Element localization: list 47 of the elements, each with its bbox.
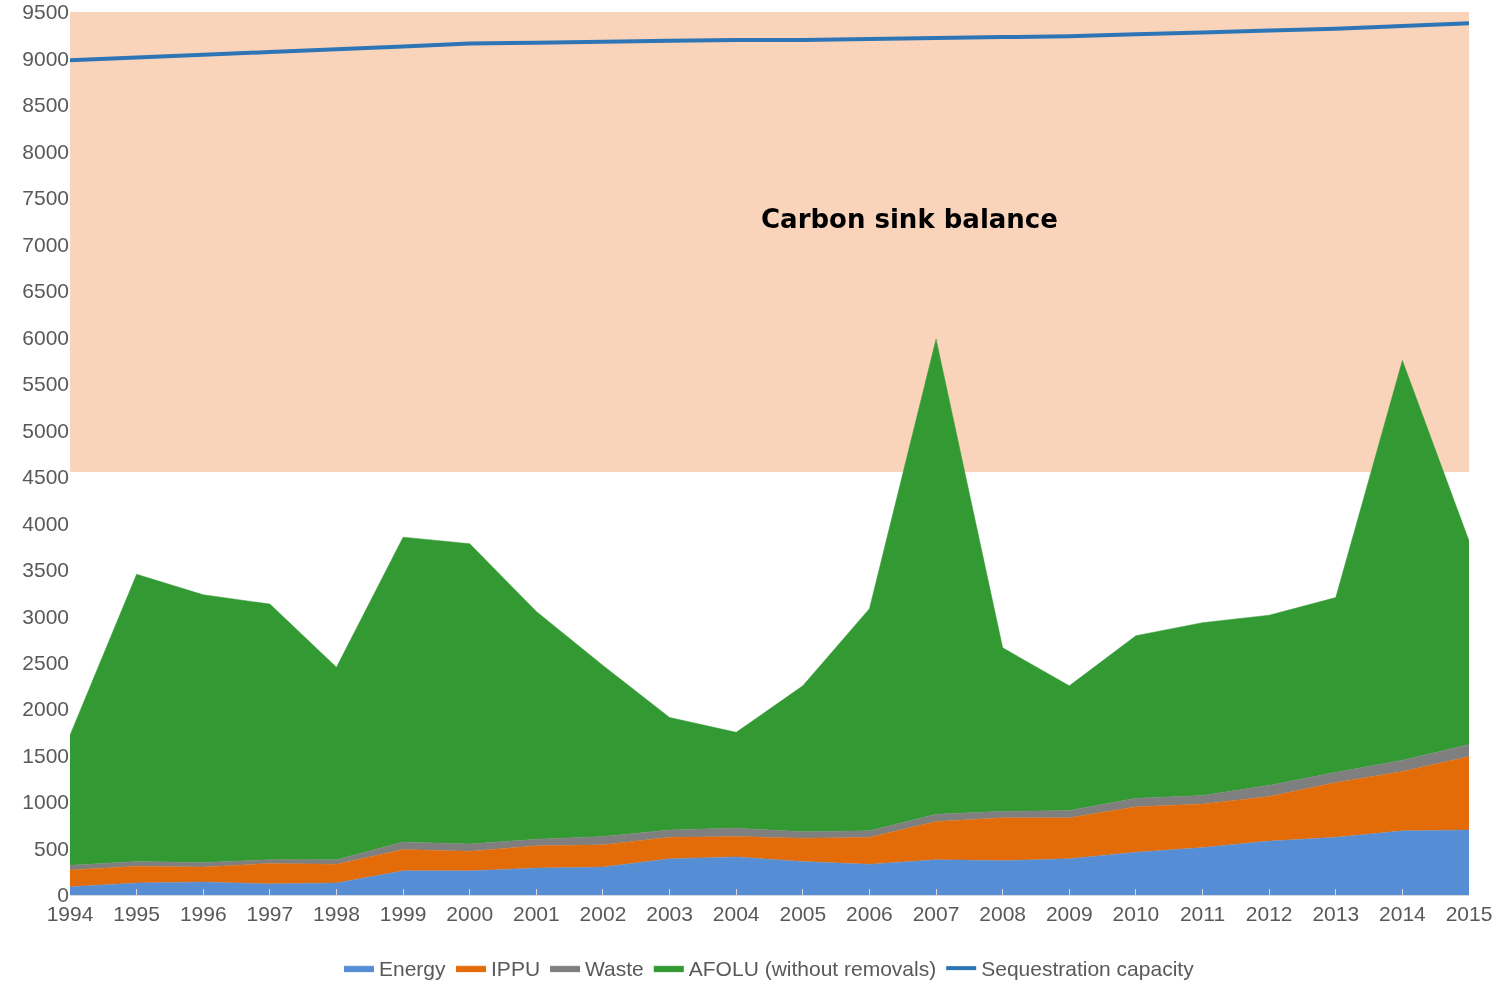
- y-tick-label: 6500: [22, 279, 69, 303]
- legend-label: Waste: [585, 957, 644, 981]
- legend-label: Sequestration capacity: [981, 957, 1195, 981]
- x-tick-label: 1999: [379, 902, 427, 926]
- y-tick-label: 9500: [22, 0, 69, 24]
- x-tick-label: 2001: [512, 902, 560, 926]
- x-tick-label: 2000: [446, 902, 494, 926]
- x-tick-label: 2006: [846, 902, 893, 926]
- y-tick-label: 6000: [22, 325, 69, 349]
- y-tick-label: 9000: [22, 46, 69, 70]
- y-tick-label: 3500: [22, 558, 69, 582]
- x-tick-label: 2015: [1445, 902, 1493, 926]
- legend-label: AFOLU (without removals): [688, 957, 937, 981]
- legend-label: IPPU: [491, 957, 541, 981]
- legend-label: Energy: [379, 957, 447, 981]
- x-tick-label: 2013: [1312, 902, 1360, 926]
- x-tick-label: 2003: [646, 902, 693, 926]
- y-tick-label: 5500: [22, 372, 69, 396]
- x-tick-label: 2011: [1179, 902, 1226, 926]
- x-tick-label: 1998: [313, 902, 360, 926]
- y-tick-label: 1500: [22, 743, 69, 767]
- y-tick-label: 4500: [22, 465, 69, 489]
- band-label: Carbon sink balance: [761, 204, 1058, 234]
- y-tick-label: 4000: [22, 511, 69, 535]
- x-tick-label: 2010: [1112, 902, 1160, 926]
- y-tick-label: 3000: [22, 604, 69, 628]
- y-tick-label: 2500: [22, 650, 69, 674]
- y-tick-label: 1000: [22, 790, 69, 814]
- y-tick-label: 7000: [22, 232, 69, 256]
- y-tick-label: 8000: [22, 139, 69, 163]
- x-tick-label: 2007: [912, 902, 960, 926]
- x-tick-label: 2002: [579, 902, 627, 926]
- x-tick-label: 2012: [1245, 902, 1293, 926]
- x-tick-label: 1996: [179, 902, 227, 926]
- y-tick-label: 500: [33, 836, 69, 860]
- x-tick-label: 2004: [712, 902, 760, 926]
- y-tick-label: 7500: [22, 186, 69, 210]
- y-tick-label: 5000: [22, 418, 69, 442]
- x-tick-label: 2005: [779, 902, 827, 926]
- x-tick-label: 2008: [979, 902, 1027, 926]
- x-tick-label: 1995: [113, 902, 160, 926]
- x-tick-label: 2014: [1379, 902, 1427, 926]
- y-tick-label: 2000: [22, 697, 69, 721]
- line-series: [70, 21, 1469, 63]
- x-tick-label: 1997: [246, 902, 294, 926]
- y-tick-label: 8500: [22, 93, 69, 117]
- x-tick-label: 2009: [1045, 902, 1093, 926]
